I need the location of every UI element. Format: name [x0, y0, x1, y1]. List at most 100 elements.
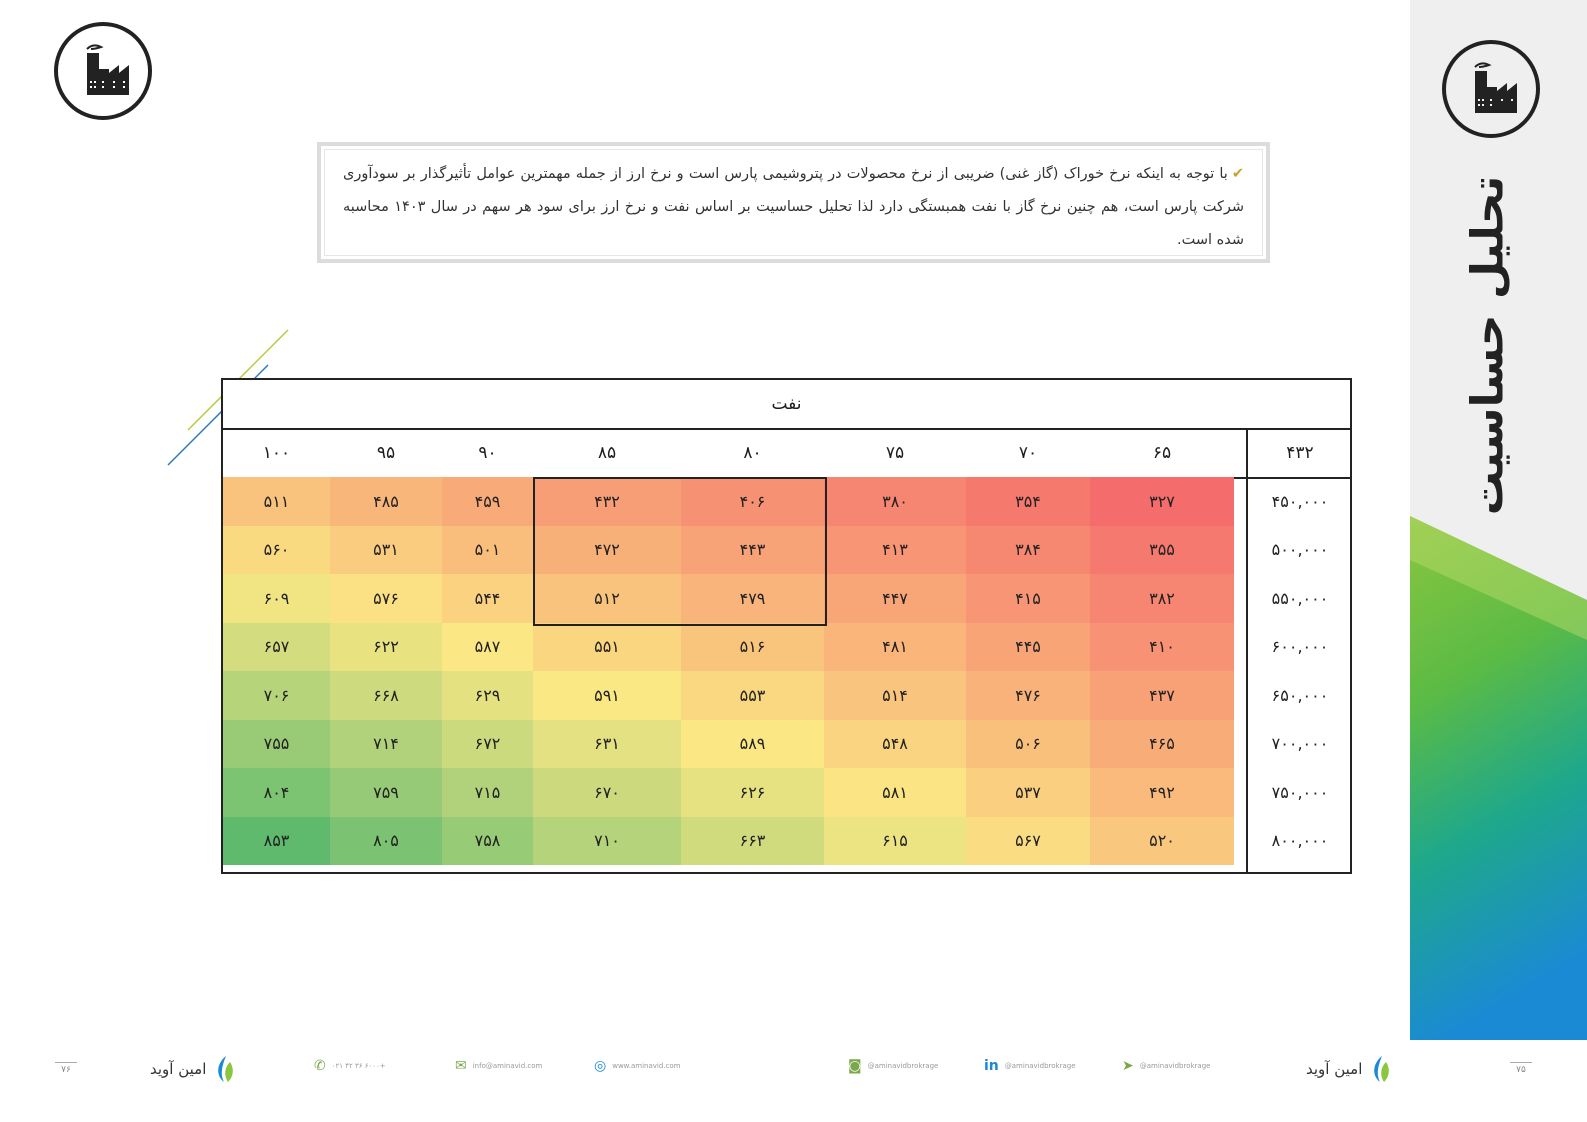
table-cell: ۴۷۶ [966, 671, 1090, 720]
footer-instagram[interactable]: ◙ @aminavidbrokrage [848, 1058, 938, 1074]
linkedin-text: @aminavidbrokrage [1004, 1062, 1076, 1070]
table-cell: ۴۴۳ [681, 525, 824, 574]
page-number-right: ۷۵ [1510, 1062, 1532, 1075]
footer: ۷۶ امین آوید ✆ ۰۲۱ ۴۲ ۳۶ ۶۰۰۰+ ✉ info@am… [0, 1046, 1587, 1096]
table-cell: ۶۷۲ [442, 719, 533, 768]
table-cell: ۵۲۰ [1090, 816, 1234, 865]
phone-icon: ✆ [314, 1058, 326, 1074]
column-header: ۶۵ [1152, 442, 1172, 463]
section-title-text: تحلیل حساسیت [1462, 175, 1514, 515]
table-cell: ۵۸۱ [824, 768, 966, 817]
table-cell: ۷۱۵ [442, 768, 533, 817]
table-cell: ۴۱۳ [824, 525, 966, 574]
brand-logo-icon [1374, 1056, 1390, 1082]
table-cell: ۶۷۰ [533, 768, 681, 817]
table-cell: ۶۵۷ [223, 622, 330, 671]
table-cell: ۵۱۶ [681, 622, 824, 671]
table-header-row: ۴۳۲ ۶۵ ۷۰ ۷۵ ۸۰ ۸۵ ۹۰ ۹۵ ۱۰۰ [223, 428, 1350, 479]
column-header: ۹۵ [376, 442, 396, 463]
table-cell: ۷۱۴ [330, 719, 442, 768]
table-cell: ۴۷۹ [681, 574, 824, 623]
table-cell: ۴۱۰ [1090, 622, 1234, 671]
table-cell: ۶۶۸ [330, 671, 442, 720]
table-cell: ۷۰۶ [223, 671, 330, 720]
column-header: ۸۵ [597, 442, 617, 463]
row-label: ۶۵۰,۰۰۰ [1271, 685, 1329, 705]
footer-phone[interactable]: ✆ ۰۲۱ ۴۲ ۳۶ ۶۰۰۰+ [314, 1058, 386, 1074]
table-cell: ۴۴۷ [824, 574, 966, 623]
table-cell: ۴۰۶ [681, 477, 824, 526]
table-cell: ۷۱۰ [533, 816, 681, 865]
brand-name: امین آوید [150, 1060, 207, 1078]
table-corner-cell: ۴۳۲ [1286, 442, 1314, 463]
table-cell: ۵۰۱ [442, 525, 533, 574]
intro-paragraph: ✔با توجه به اینکه نرخ خوراک (گاز غنی) ضر… [343, 158, 1244, 257]
footer-linkedin[interactable]: in @aminavidbrokrage [984, 1058, 1076, 1074]
row-label-separator [1246, 428, 1248, 874]
table-title: نفت [223, 380, 1350, 430]
email-text: info@aminavid.com [472, 1062, 543, 1070]
table-cell: ۵۱۲ [533, 574, 681, 623]
table-cell: ۳۵۴ [966, 477, 1090, 526]
brand-left: امین آوید [150, 1054, 238, 1084]
table-cell: ۴۳۷ [1090, 671, 1234, 720]
table-cell: ۴۷۲ [533, 525, 681, 574]
brand-logo-icon [218, 1056, 234, 1082]
table-cell: ۴۱۵ [966, 574, 1090, 623]
table-cell: ۷۵۹ [330, 768, 442, 817]
table-cell: ۳۵۵ [1090, 525, 1234, 574]
table-cell: ۷۵۸ [442, 816, 533, 865]
check-pen-icon: ✔ [1231, 166, 1244, 182]
telegram-icon: ➤ [1122, 1058, 1134, 1074]
section-title: تحلیل حساسیت [1458, 175, 1518, 515]
table-cell: ۵۵۳ [681, 671, 824, 720]
table-cell: ۴۵۹ [442, 477, 533, 526]
table-cell: ۳۸۰ [824, 477, 966, 526]
email-icon: ✉ [455, 1058, 467, 1074]
row-label: ۷۵۰,۰۰۰ [1271, 782, 1329, 802]
table-cell: ۴۳۲ [533, 477, 681, 526]
table-cell: ۴۹۲ [1090, 768, 1234, 817]
instagram-text: @aminavidbrokrage [867, 1062, 939, 1070]
table-cell: ۶۲۹ [442, 671, 533, 720]
intro-text: با توجه به اینکه نرخ خوراک (گاز غنی) ضری… [343, 166, 1245, 248]
column-header: ۷۵ [885, 442, 905, 463]
table-cell: ۶۳۱ [533, 719, 681, 768]
table-cell: ۶۱۵ [824, 816, 966, 865]
table-cell: ۵۴۸ [824, 719, 966, 768]
mouse-icon: ◎ [594, 1058, 607, 1074]
factory-logo-icon [54, 22, 152, 120]
table-cell: ۸۵۳ [223, 816, 330, 865]
table-cell: ۶۲۲ [330, 622, 442, 671]
table-cell: ۵۶۷ [966, 816, 1090, 865]
phone-text: ۰۲۱ ۴۲ ۳۶ ۶۰۰۰+ [331, 1062, 386, 1070]
row-label: ۵۵۰,۰۰۰ [1271, 588, 1329, 608]
sensitivity-table: نفت ۴۳۲ ۶۵ ۷۰ ۷۵ ۸۰ ۸۵ ۹۰ ۹۵ ۱۰۰ ۳۲۷ ۳۵۴ ۳۸۰ ۴۰۶ ۴۳… [221, 378, 1352, 874]
table-cell: ۸۰۵ [330, 816, 442, 865]
column-header: ۷۰ [1018, 442, 1038, 463]
factory-logo-icon [1442, 40, 1540, 138]
footer-website[interactable]: ◎ www.aminavid.com [594, 1058, 680, 1074]
table-cell: ۵۸۷ [442, 622, 533, 671]
table-cell: ۴۸۱ [824, 622, 966, 671]
row-label: ۸۰۰,۰۰۰ [1271, 831, 1329, 851]
row-label: ۶۰۰,۰۰۰ [1271, 637, 1329, 657]
column-header: ۹۰ [478, 442, 497, 463]
table-cell: ۳۲۷ [1090, 477, 1234, 526]
table-cell: ۴۴۵ [966, 622, 1090, 671]
page-number-left: ۷۶ [55, 1062, 77, 1075]
table-cell: ۵۸۹ [681, 719, 824, 768]
website-text: www.aminavid.com [612, 1062, 681, 1070]
footer-email[interactable]: ✉ info@aminavid.com [455, 1058, 542, 1074]
intro-box-border [324, 149, 1263, 256]
row-label: ۵۰۰,۰۰۰ [1271, 540, 1329, 560]
table-cell: ۵۷۶ [330, 574, 442, 623]
row-label: ۷۰۰,۰۰۰ [1271, 734, 1329, 754]
instagram-icon: ◙ [848, 1058, 862, 1074]
table-cell: ۷۵۵ [223, 719, 330, 768]
table-cell: ۵۰۶ [966, 719, 1090, 768]
footer-telegram[interactable]: ➤ @aminavidbrokrage [1122, 1058, 1210, 1074]
linkedin-icon: in [984, 1058, 999, 1074]
column-header: ۸۰ [743, 442, 762, 463]
table-cell: ۵۴۴ [442, 574, 533, 623]
